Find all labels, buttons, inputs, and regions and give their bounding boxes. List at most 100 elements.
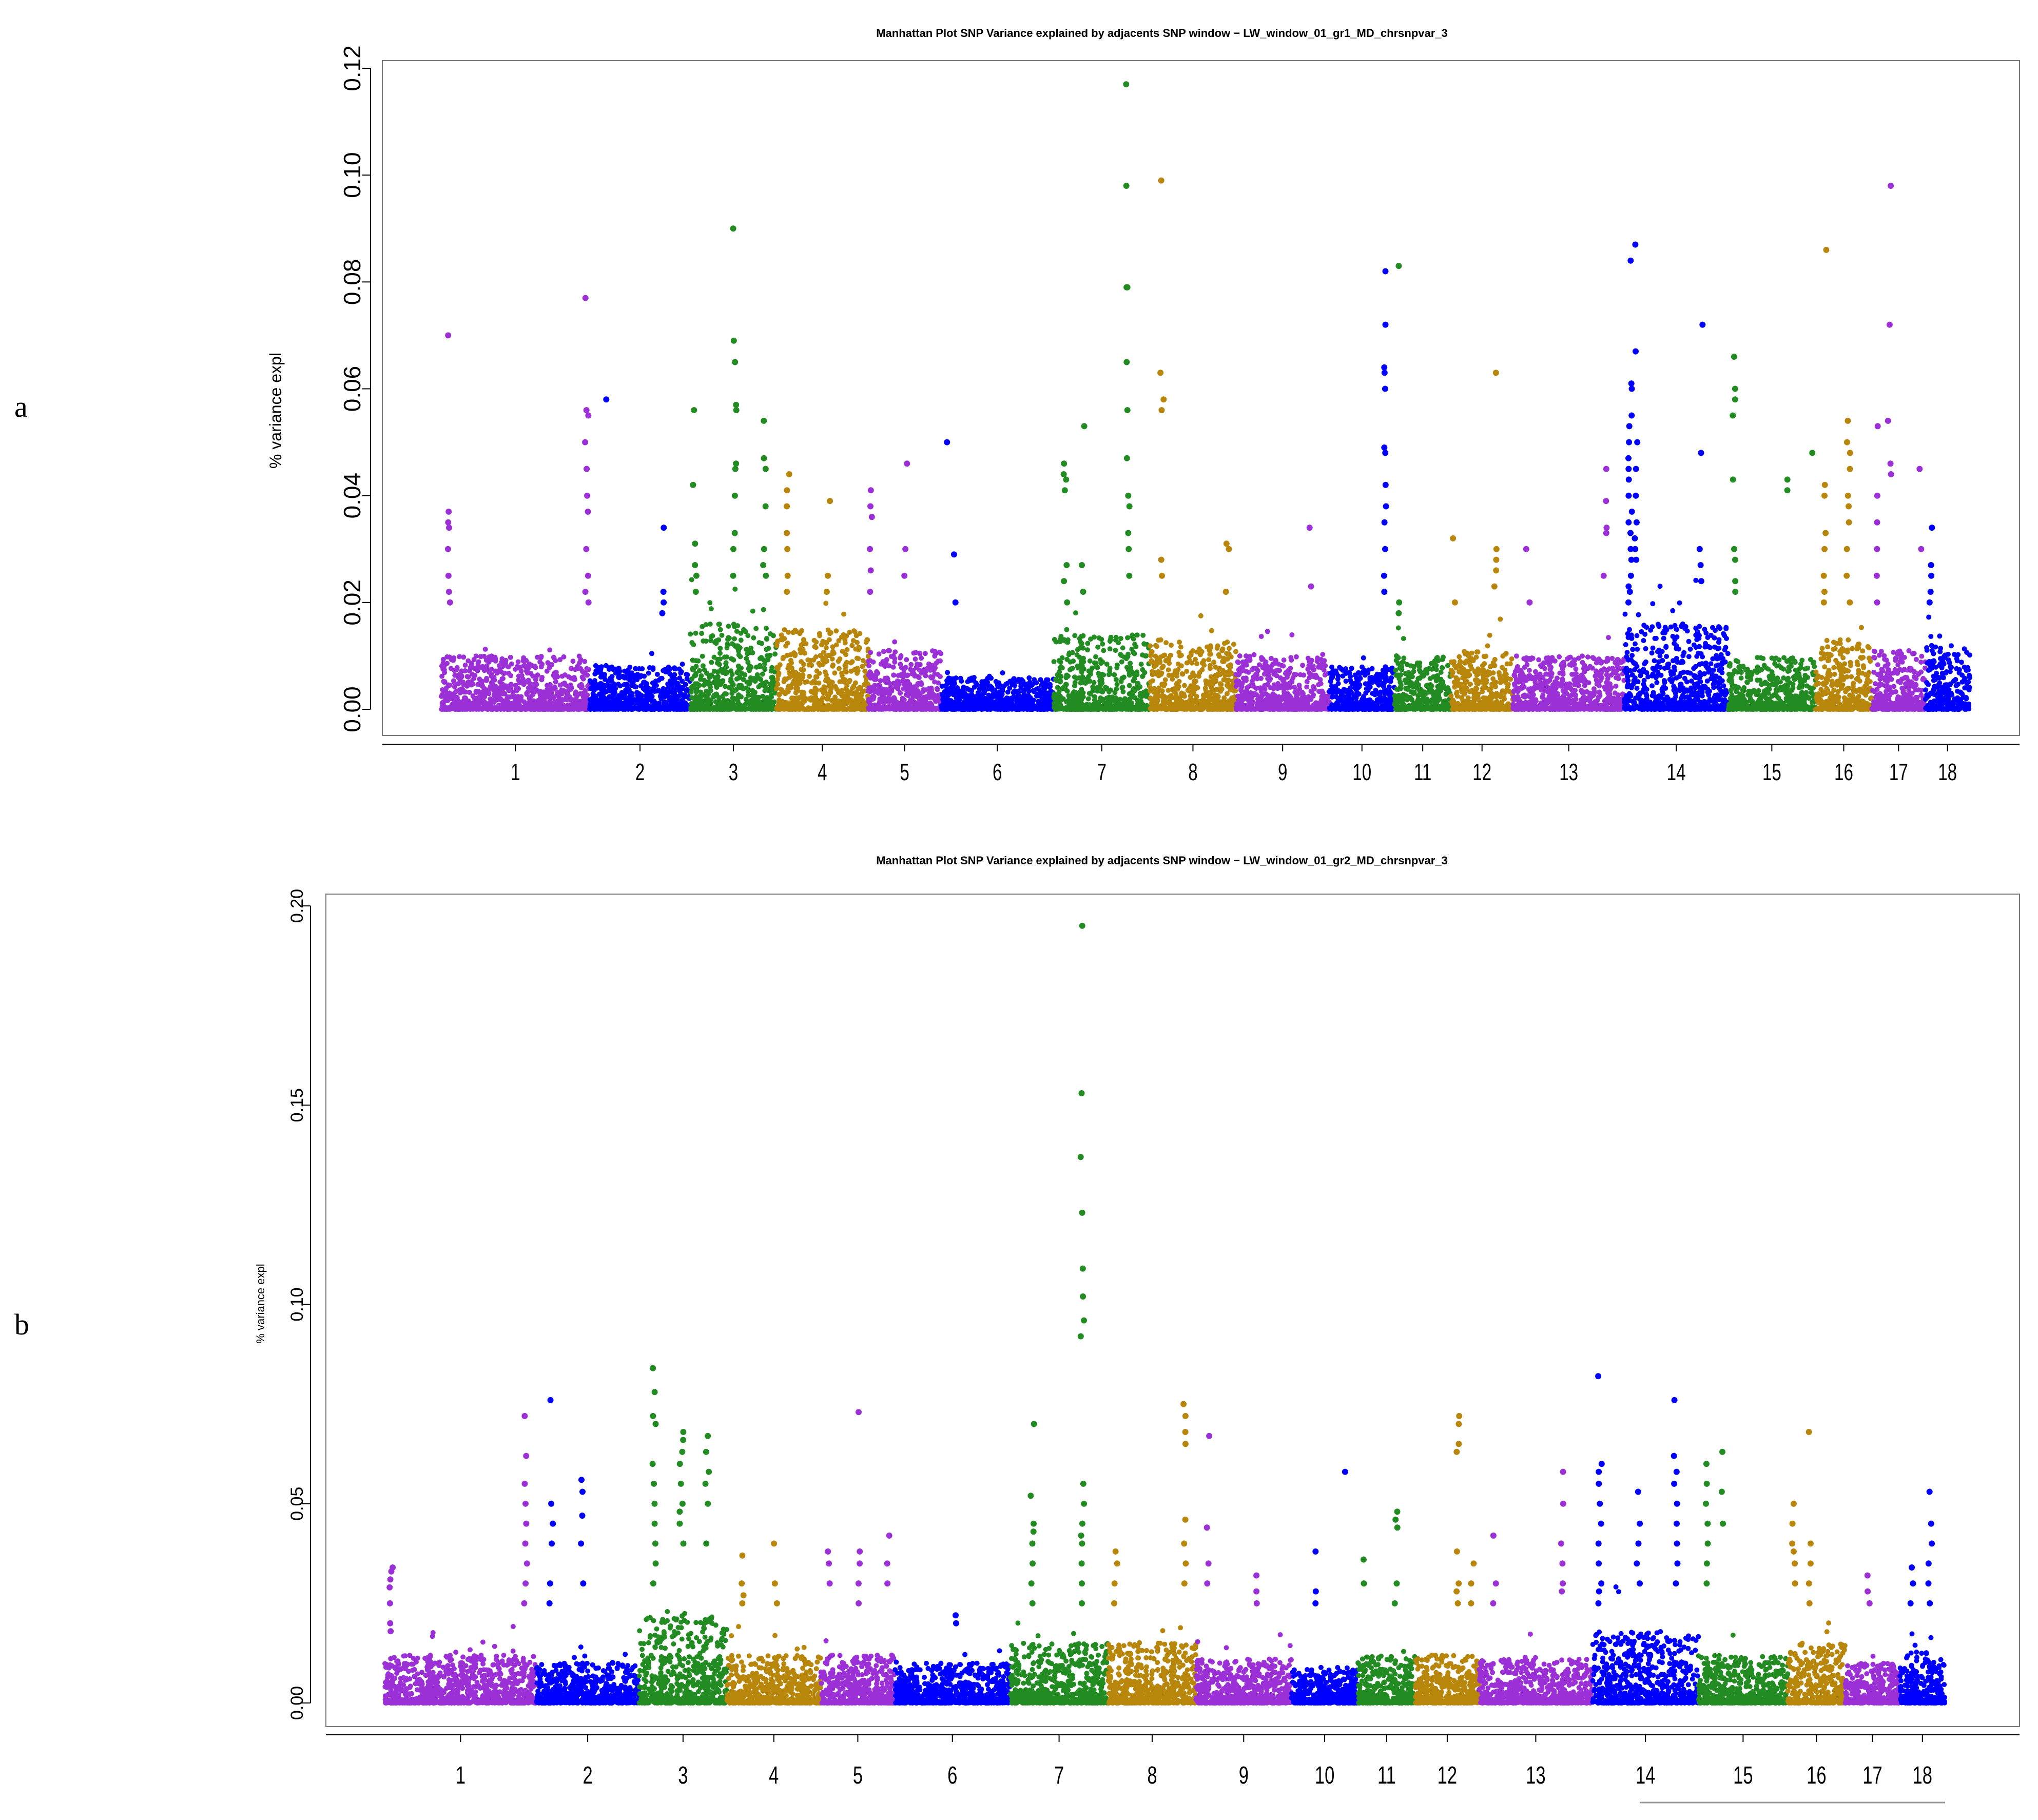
snp-point	[1227, 646, 1232, 651]
snp-point	[586, 667, 591, 672]
snp-point	[772, 651, 778, 657]
snp-point	[536, 689, 541, 694]
snp-point	[1221, 695, 1227, 701]
panel-label-a: a	[14, 390, 28, 423]
snp-point	[1199, 667, 1205, 672]
snp-point	[1153, 643, 1158, 648]
snp-point	[951, 679, 957, 684]
snp-point	[509, 661, 514, 667]
y-axis-label: % variance expl	[266, 353, 285, 469]
snp-point	[625, 667, 631, 673]
snp-point	[886, 698, 891, 704]
snp-point	[1206, 698, 1211, 703]
snp-point	[1132, 676, 1137, 682]
snp-point	[765, 657, 771, 663]
snp-point	[734, 629, 740, 634]
snp-point	[575, 698, 580, 704]
snp-point	[1187, 688, 1192, 694]
snp-point	[735, 623, 741, 629]
x-tick-label: 9	[1278, 760, 1287, 785]
chromosome-5-points	[866, 639, 944, 712]
snp-point	[703, 681, 709, 686]
snp-point	[827, 631, 832, 636]
snp-point	[745, 688, 751, 694]
snp-point	[459, 673, 464, 679]
snp-point	[732, 586, 738, 592]
snp-point	[1092, 634, 1097, 640]
snp-point	[735, 699, 741, 704]
snp-point	[1136, 699, 1141, 704]
snp-point	[523, 707, 529, 712]
snp-point	[1194, 694, 1199, 699]
snp-point	[1166, 688, 1171, 693]
snp-point	[1175, 661, 1181, 667]
snp-point	[1070, 706, 1075, 712]
snp-point	[469, 664, 475, 670]
snp-point	[1140, 674, 1146, 679]
snp-point	[861, 682, 867, 687]
snp-point	[898, 662, 903, 667]
snp-point	[872, 689, 877, 694]
snp-point	[775, 666, 781, 672]
snp-point	[614, 695, 620, 701]
snp-point	[1125, 635, 1130, 641]
snp-point	[801, 667, 806, 673]
snp-point	[1134, 632, 1140, 638]
snp-point	[745, 660, 751, 665]
snp-point	[1192, 678, 1197, 684]
snp-point	[619, 690, 625, 695]
snp-point	[1101, 648, 1107, 653]
snp-point	[1199, 706, 1205, 712]
snp-point	[711, 668, 717, 674]
snp-point	[1107, 646, 1113, 652]
snp-point	[1202, 693, 1208, 699]
snp-point	[881, 649, 886, 654]
snp-point	[1160, 664, 1166, 670]
snp-point	[1085, 647, 1091, 653]
snp-point	[847, 691, 852, 696]
y-tick-label: 0.06	[339, 366, 365, 412]
snp-point	[932, 653, 938, 659]
snp-point	[1206, 657, 1212, 663]
snp-point	[1224, 651, 1229, 656]
snp-point	[1231, 688, 1237, 694]
snp-point	[1123, 706, 1129, 711]
snp-point	[836, 638, 842, 644]
snp-point	[1055, 685, 1060, 690]
snp-point	[1093, 661, 1099, 666]
x-tick-label: 7	[1097, 760, 1107, 785]
snp-point	[594, 697, 599, 703]
snp-point	[817, 631, 822, 636]
snp-point	[517, 680, 522, 686]
snp-point	[450, 695, 455, 701]
snp-point	[1193, 656, 1198, 662]
snp-point	[898, 690, 903, 696]
snp-point	[1149, 701, 1154, 706]
snp-point	[890, 653, 896, 659]
snp-point	[911, 671, 917, 677]
snp-point	[792, 704, 798, 709]
x-tick-label: 8	[1188, 760, 1197, 785]
snp-point	[495, 692, 501, 698]
snp-point	[783, 643, 789, 649]
snp-point	[911, 684, 917, 690]
x-tick-label: 13	[1559, 760, 1578, 785]
snp-point	[913, 656, 918, 662]
snp-point	[731, 657, 736, 663]
snp-point	[1162, 699, 1168, 705]
y-tick-label: 0.00	[339, 686, 365, 732]
snp-point	[1064, 688, 1070, 694]
snp-point	[797, 631, 803, 636]
snp-point	[1028, 683, 1034, 688]
x-tick-label: 16	[1834, 760, 1853, 785]
snp-point	[1001, 683, 1007, 689]
snp-point	[717, 646, 723, 651]
snp-point	[720, 707, 726, 712]
snp-point	[552, 675, 558, 681]
snp-point	[526, 689, 532, 694]
snp-point	[851, 706, 857, 711]
snp-point	[439, 693, 444, 699]
snp-point	[895, 686, 901, 691]
snp-point	[1148, 679, 1153, 685]
snp-point	[868, 650, 874, 655]
